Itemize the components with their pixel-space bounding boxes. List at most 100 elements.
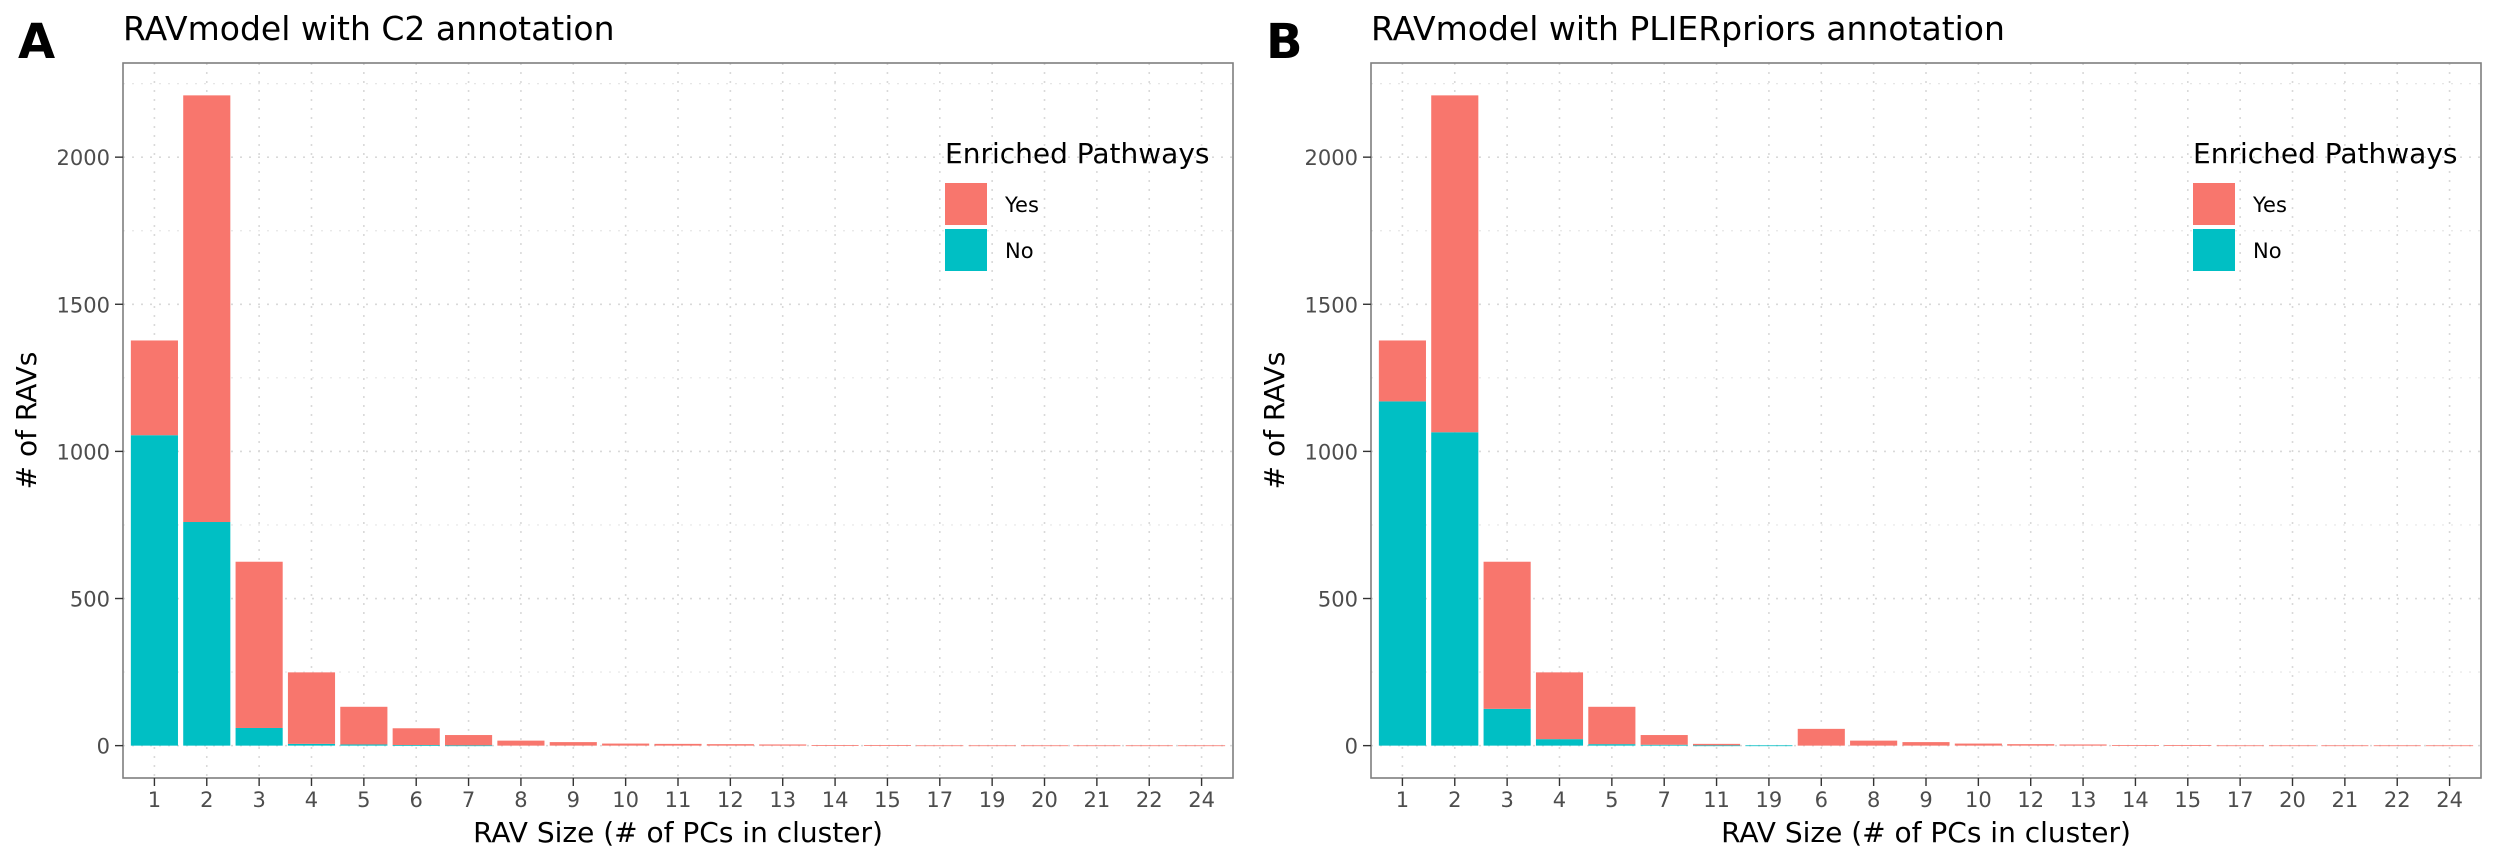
bar-yes-7 <box>1640 735 1688 745</box>
x-axis-title: RAV Size (# of PCs in cluster) <box>473 816 883 849</box>
y-tick-label: 1500 <box>1305 293 1358 317</box>
chart-title: RAVmodel with PLIERpriors annotation <box>1371 9 2005 48</box>
bar-no-3 <box>235 727 283 746</box>
bars <box>1378 95 2474 747</box>
bar-yes-10 <box>602 743 650 746</box>
legend-label-no: No <box>2253 239 2282 263</box>
y-tick-label: 0 <box>97 735 110 759</box>
x-tick-label: 1 <box>1396 788 1409 812</box>
bar-yes-12 <box>2007 744 2055 746</box>
chart-panel-b: B RAVmodel with PLIERpriors annotation Enr… <box>1258 9 2482 849</box>
bar-no-6 <box>392 745 440 746</box>
x-tick-label: 6 <box>1815 788 1828 812</box>
x-tick-label: 14 <box>822 788 849 812</box>
bar-yes-6 <box>392 728 440 746</box>
x-tick-label: 1 <box>148 788 161 812</box>
bar-no-1 <box>130 435 178 746</box>
x-tick-label: 19 <box>979 788 1006 812</box>
x-tick-label: 24 <box>2436 788 2463 812</box>
legend-title: Enriched Pathways <box>2193 137 2458 170</box>
bar-yes-22 <box>1125 745 1173 747</box>
x-tick-label: 13 <box>769 788 796 812</box>
x-tick-label: 8 <box>1867 788 1880 812</box>
bar-no-5 <box>1588 744 1636 746</box>
bar-no-7 <box>445 745 493 747</box>
legend: Enriched Pathways Yes No <box>945 137 1210 271</box>
x-tick-label: 21 <box>2332 788 2359 812</box>
bar-yes-21 <box>1073 745 1121 747</box>
x-tick-label: 10 <box>1965 788 1992 812</box>
x-tick-label: 7 <box>1658 788 1671 812</box>
legend-label-yes: Yes <box>2252 193 2287 217</box>
y-tick-label: 1000 <box>57 440 110 464</box>
x-tick-label: 9 <box>1919 788 1932 812</box>
chart-panel-a: A RAVmodel with C2 annotation Enriched Pat… <box>10 9 1234 849</box>
bar-yes-17 <box>916 745 964 747</box>
bar-yes-5 <box>340 706 388 745</box>
x-tick-label: 6 <box>410 788 423 812</box>
gridlines <box>123 63 1233 778</box>
bar-yes-4 <box>287 672 336 744</box>
x-tick-label: 11 <box>665 788 692 812</box>
bar-yes-15 <box>863 745 911 746</box>
bar-yes-2 <box>183 95 231 523</box>
plot-frame <box>122 62 1234 779</box>
bar-yes-22 <box>2373 745 2421 747</box>
x-tick-label: 4 <box>1553 788 1566 812</box>
bar-yes-24 <box>2426 745 2474 747</box>
bar-yes-10 <box>1954 743 2002 746</box>
bar-no-4 <box>1535 739 1584 746</box>
y-tick-label: 1000 <box>1305 440 1358 464</box>
y-axis: 0 500 1000 1500 2000 <box>1305 146 1371 759</box>
x-tick-label: 12 <box>717 788 744 812</box>
bars <box>130 95 1226 747</box>
bar-no-19 <box>1745 745 1793 747</box>
x-tick-label: 22 <box>1136 788 1163 812</box>
bar-yes-13 <box>2059 744 2107 746</box>
bar-yes-21 <box>2321 745 2369 747</box>
bar-no-3 <box>1483 708 1531 746</box>
chart-title: RAVmodel with C2 annotation <box>123 9 615 48</box>
bar-yes-7 <box>445 735 493 746</box>
bar-yes-2 <box>1431 95 1479 433</box>
bar-yes-20 <box>1020 745 1069 747</box>
panel-label: B <box>1266 14 1303 70</box>
x-tick-label: 3 <box>252 788 265 812</box>
x-axis: 1 2 3 4 5 7 11 19 6 8 9 10 12 13 14 15 17 20 21 22 24 <box>1396 778 2463 812</box>
bar-yes-9 <box>549 742 597 746</box>
x-tick-label: 15 <box>2174 788 2201 812</box>
y-tick-label: 0 <box>1345 735 1358 759</box>
x-tick-label: 15 <box>874 788 901 812</box>
x-tick-label: 19 <box>1756 788 1783 812</box>
x-tick-label: 8 <box>514 788 527 812</box>
x-tick-label: 13 <box>2070 788 2097 812</box>
bar-yes-3 <box>1483 561 1531 709</box>
x-tick-label: 14 <box>2122 788 2149 812</box>
bar-no-11 <box>1693 745 1741 747</box>
x-tick-label: 11 <box>1703 788 1730 812</box>
plot-frame <box>1370 62 2482 779</box>
y-tick-label: 500 <box>70 588 110 612</box>
bar-yes-17 <box>2216 745 2264 747</box>
gridlines <box>1371 63 2481 778</box>
bar-no-5 <box>340 744 388 746</box>
bar-yes-19 <box>968 745 1016 747</box>
bar-yes-1 <box>1378 340 1426 402</box>
legend: Enriched Pathways Yes No <box>2193 137 2458 271</box>
legend-key-no <box>2193 229 2235 271</box>
legend-key-yes <box>945 183 987 225</box>
bar-no-2 <box>1431 432 1479 746</box>
bar-yes-5 <box>1588 706 1636 745</box>
x-tick-label: 22 <box>2384 788 2411 812</box>
bar-yes-9 <box>1902 742 1950 746</box>
legend-label-yes: Yes <box>1004 193 1039 217</box>
x-axis: 1 2 3 4 5 6 7 8 9 10 11 12 13 14 15 17 19 20 21 22 24 <box>148 778 1215 812</box>
bar-yes-24 <box>1178 745 1226 747</box>
bar-yes-6 <box>1797 728 1845 746</box>
x-tick-label: 5 <box>357 788 370 812</box>
y-tick-label: 500 <box>1318 588 1358 612</box>
y-tick-label: 1500 <box>57 293 110 317</box>
x-tick-label: 5 <box>1605 788 1618 812</box>
bar-yes-8 <box>1850 740 1898 746</box>
